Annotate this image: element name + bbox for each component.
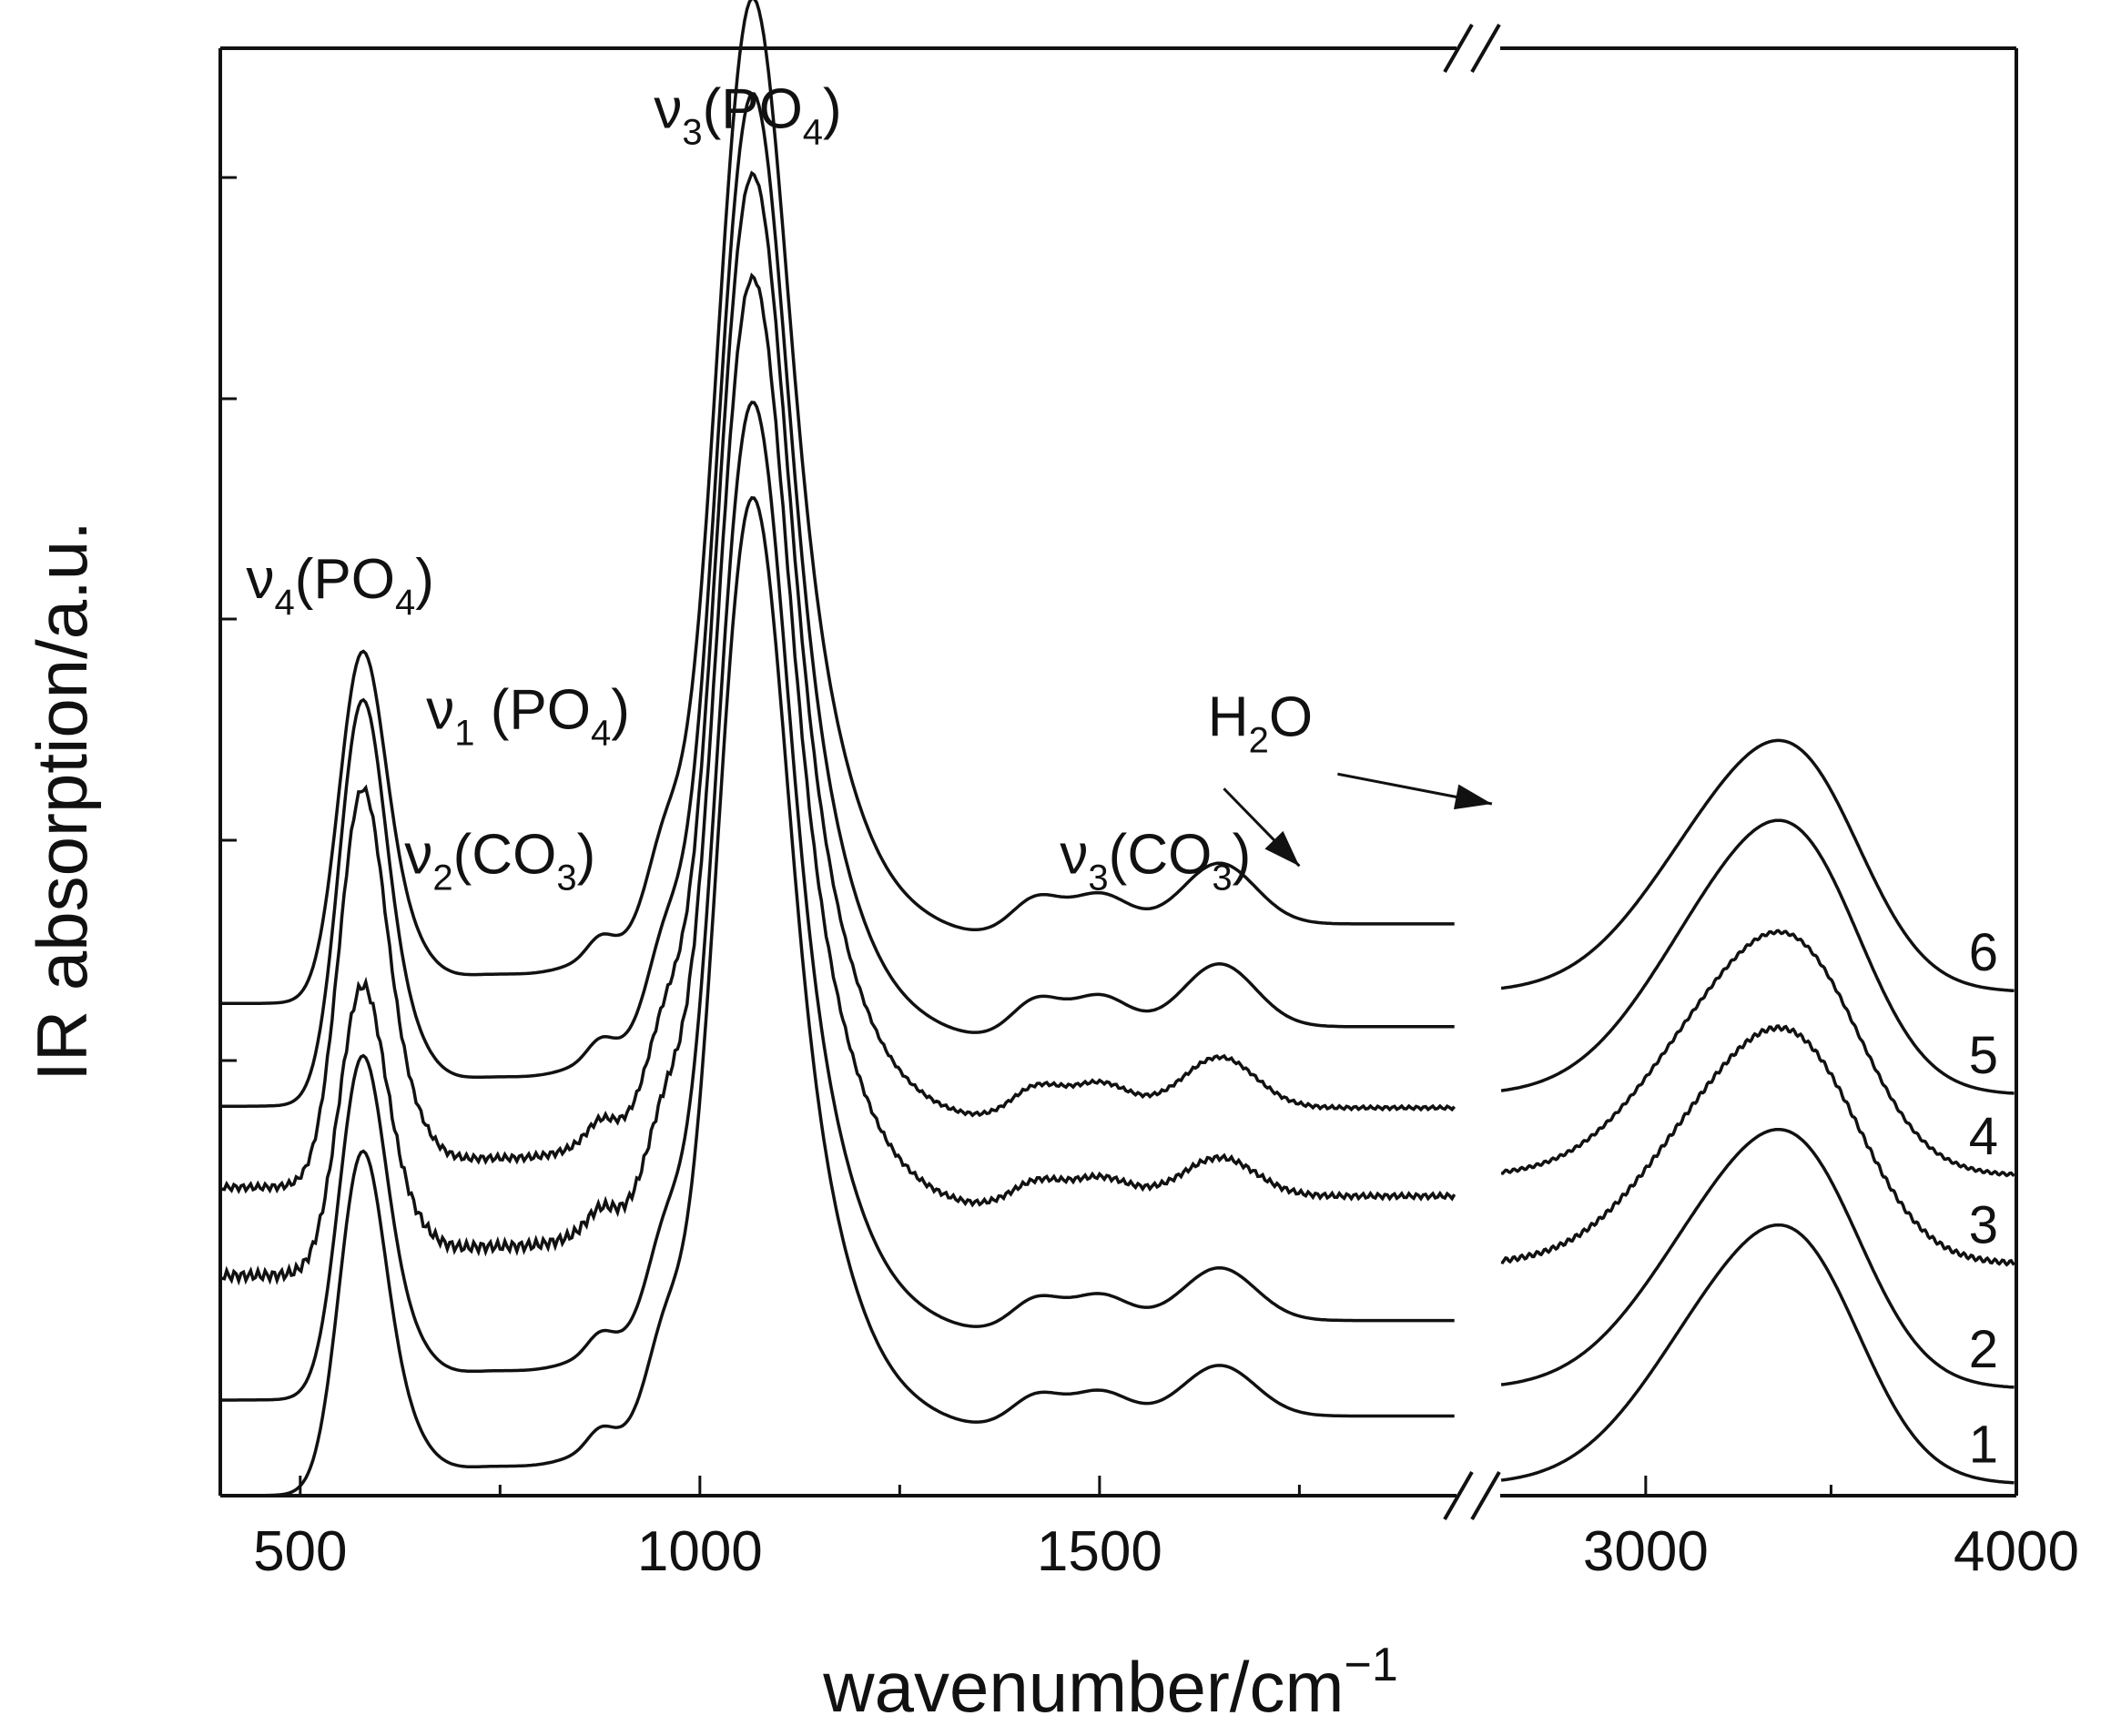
axis-break-bottom-gap: [1456, 1490, 1500, 1501]
series-6-line-high: [1500, 738, 2015, 993]
annotation-3: ν2(CO3): [404, 823, 595, 898]
x-tick-label-4000: 4000: [1954, 1520, 2079, 1583]
x-tick-label-3000: 3000: [1583, 1520, 1709, 1583]
series-6-label: 6: [1969, 923, 1998, 982]
h2o-arrow-left-head: [1264, 830, 1300, 867]
annotation-layer: ν4(PO4) ν1 (PO4) ν2(CO3) ν3(PO4) ν3(CO3) H2O: [247, 77, 1493, 898]
series-2-label: 2: [1969, 1320, 1998, 1379]
series-1-label: 1: [1969, 1416, 1998, 1475]
series-4-line-high: [1500, 929, 2015, 1178]
annotation-2: ν1 (PO4): [426, 678, 630, 753]
series-5-line-low: [221, 92, 1455, 1108]
annotation-4: ν3(PO4): [654, 77, 841, 152]
axis-break-bottom-slash-2: [1470, 1471, 1501, 1520]
axes-layer: 500 1000 1500 3000 4000: [218, 24, 2079, 1583]
series-3-line-low: [221, 272, 1456, 1286]
x-tick-label-1500: 1500: [1037, 1520, 1162, 1583]
axis-break-top-slash-1: [1443, 24, 1474, 73]
axis-break-top-gap: [1456, 43, 1500, 54]
series-2-line-low: [221, 401, 1455, 1402]
x-tick-label-1000: 1000: [637, 1520, 763, 1583]
axis-break-bottom-slash-1: [1443, 1471, 1474, 1520]
annotation-6: H2O: [1208, 685, 1313, 760]
annotation-5: ν3(CO3): [1060, 823, 1251, 898]
series-2-line-high: [1500, 1127, 2015, 1389]
series-1-line-high: [1500, 1223, 2015, 1485]
series-4-label: 4: [1969, 1107, 1998, 1166]
series-3-label: 3: [1969, 1195, 1998, 1254]
series-1-line-low: [221, 496, 1455, 1497]
x-axis-label: wavenumber/cm−1: [822, 1639, 1398, 1727]
axis-break-top-slash-2: [1470, 24, 1501, 73]
x-tick-label-500: 500: [253, 1520, 347, 1583]
series-5-label: 5: [1969, 1026, 1998, 1085]
series-4-line-low: [221, 170, 1456, 1194]
series-3-line-high: [1500, 1024, 2015, 1267]
annotation-1: ν4(PO4): [247, 548, 434, 623]
series-6-line-low: [221, 0, 1455, 1006]
series-5-line-high: [1500, 818, 2015, 1095]
series-layer: 1 2 3 4 5 6: [221, 0, 2015, 1497]
h2o-arrow-right-head: [1453, 784, 1492, 810]
y-axis-label: IR absorption/a.u.: [22, 521, 102, 1081]
